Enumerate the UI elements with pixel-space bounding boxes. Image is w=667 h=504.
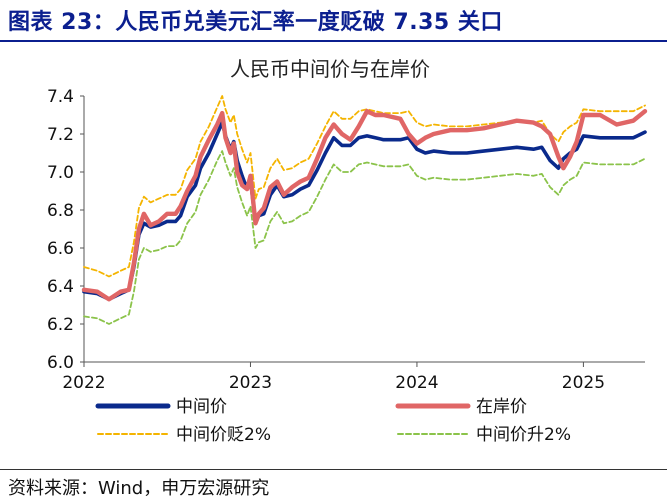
y-tick-label: 6.8 <box>47 201 74 221</box>
legend-item-appreciation-band: 中间价升2% <box>397 425 571 445</box>
y-tick-label: 7.0 <box>47 163 74 183</box>
legend-item-onshore-rate: 在岸价 <box>395 397 527 417</box>
series-depreciation-band-line <box>83 95 646 278</box>
chart-title: 人民币中间价与在岸价 <box>230 57 430 81</box>
series-central-rate-line <box>82 120 647 302</box>
series-layer <box>81 95 648 325</box>
y-tick-label: 6.0 <box>47 353 74 373</box>
legend-label: 在岸价 <box>476 397 527 417</box>
x-tick-label: 2022 <box>62 373 105 393</box>
series-onshore-rate-line <box>81 109 648 302</box>
x-tick-label: 2023 <box>229 373 272 393</box>
source-note: 资料来源：Wind，申万宏源研究 <box>8 478 270 499</box>
figure-title: 图表 23：人民币兑美元汇率一度贬破 7.35 关口 <box>8 10 503 35</box>
exchange-rate-line-chart: 人民币中间价与在岸价 6.0 6.2 6.4 6.6 6.8 7.0 7.2 7.4 2022… <box>47 57 648 445</box>
legend-label: 中间价贬2% <box>176 425 271 445</box>
legend-label: 中间价升2% <box>476 425 571 445</box>
legend-item-central-rate: 中间价 <box>95 397 227 417</box>
y-tick-label: 7.4 <box>47 87 74 107</box>
y-tick-label: 6.4 <box>47 277 74 297</box>
series-appreciation-band-line <box>83 150 646 325</box>
x-tick-label: 2025 <box>562 373 605 393</box>
x-axis: 2022 2023 2024 2025 <box>62 361 645 393</box>
y-tick-label: 6.6 <box>47 239 74 259</box>
y-axis: 6.0 6.2 6.4 6.6 6.8 7.0 7.2 7.4 <box>47 87 85 373</box>
y-tick-label: 7.2 <box>47 125 74 145</box>
y-tick-label: 6.2 <box>47 315 74 335</box>
source-divider <box>0 469 667 470</box>
legend-label: 中间价 <box>176 397 227 417</box>
x-tick-label: 2024 <box>395 373 438 393</box>
legend-item-depreciation-band: 中间价贬2% <box>97 425 271 445</box>
title-underline <box>0 40 667 42</box>
